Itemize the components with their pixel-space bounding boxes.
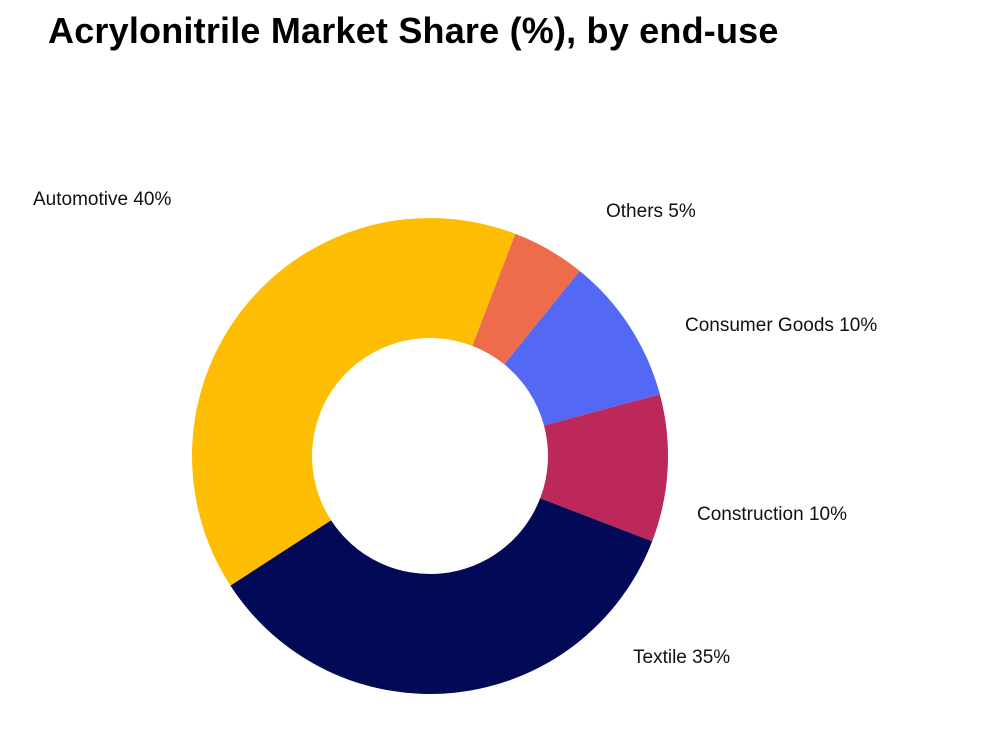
slice-textile	[230, 498, 653, 695]
donut-slices	[191, 217, 668, 695]
label-others: Others 5%	[606, 201, 696, 222]
label-textile: Textile 35%	[633, 647, 730, 668]
slice-others	[472, 233, 580, 365]
label-construction: Construction 10%	[697, 504, 847, 525]
slice-automotive	[191, 217, 516, 586]
label-consumer-goods: Consumer Goods 10%	[685, 315, 877, 336]
slice-construction	[540, 394, 668, 542]
slice-consumer-goods	[504, 271, 660, 426]
slice-labels: Others 5% Consumer Goods 10% Construction …	[33, 189, 877, 668]
chart-title: Acrylonitrile Market Share (%), by end-u…	[48, 10, 779, 51]
label-automotive: Automotive 40%	[33, 189, 171, 210]
